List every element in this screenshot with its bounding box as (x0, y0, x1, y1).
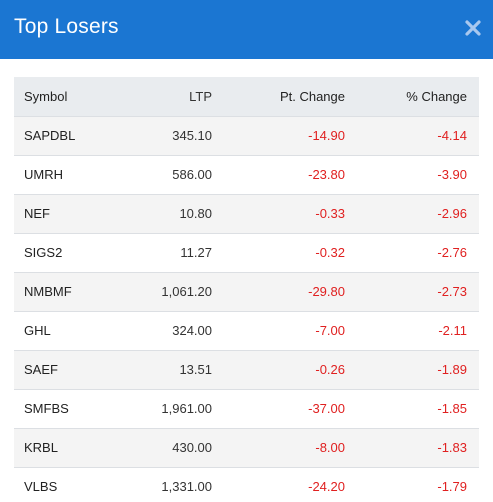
cell-symbol[interactable]: NMBMF (14, 272, 124, 311)
cell-pt-change: -0.26 (212, 350, 345, 389)
cell-pct-change: -2.11 (345, 311, 479, 350)
cell-pct-change: -1.89 (345, 350, 479, 389)
cell-pt-change: -23.80 (212, 155, 345, 194)
cell-symbol[interactable]: UMRH (14, 155, 124, 194)
cell-symbol[interactable]: GHL (14, 311, 124, 350)
table-header: Symbol LTP Pt. Change % Change (14, 77, 479, 116)
close-icon[interactable] (463, 18, 483, 38)
cell-ltp: 345.10 (124, 116, 212, 155)
losers-table: Symbol LTP Pt. Change % Change SAPDBL 34… (14, 77, 479, 502)
table-row[interactable]: NEF 10.80 -0.33 -2.96 (14, 194, 479, 233)
table-row[interactable]: KRBL 430.00 -8.00 -1.83 (14, 428, 479, 467)
cell-symbol[interactable]: KRBL (14, 428, 124, 467)
cell-ltp: 13.51 (124, 350, 212, 389)
cell-pct-change: -2.73 (345, 272, 479, 311)
cell-pt-change: -14.90 (212, 116, 345, 155)
cell-pct-change: -4.14 (345, 116, 479, 155)
table-row[interactable]: GHL 324.00 -7.00 -2.11 (14, 311, 479, 350)
cell-pct-change: -3.90 (345, 155, 479, 194)
cell-ltp: 1,331.00 (124, 467, 212, 502)
column-header-ltp[interactable]: LTP (124, 77, 212, 116)
cell-pt-change: -37.00 (212, 389, 345, 428)
column-header-pct-change[interactable]: % Change (345, 77, 479, 116)
losers-table-container: Symbol LTP Pt. Change % Change SAPDBL 34… (14, 77, 479, 502)
cell-symbol[interactable]: SAEF (14, 350, 124, 389)
cell-ltp: 586.00 (124, 155, 212, 194)
table-body: SAPDBL 345.10 -14.90 -4.14 UMRH 586.00 -… (14, 116, 479, 502)
table-row[interactable]: VLBS 1,331.00 -24.20 -1.79 (14, 467, 479, 502)
cell-symbol[interactable]: VLBS (14, 467, 124, 502)
cell-pt-change: -8.00 (212, 428, 345, 467)
cell-pct-change: -2.96 (345, 194, 479, 233)
table-row[interactable]: SAEF 13.51 -0.26 -1.89 (14, 350, 479, 389)
table-row[interactable]: SAPDBL 345.10 -14.90 -4.14 (14, 116, 479, 155)
column-header-symbol[interactable]: Symbol (14, 77, 124, 116)
column-header-pt-change[interactable]: Pt. Change (212, 77, 345, 116)
table-row[interactable]: SMFBS 1,961.00 -37.00 -1.85 (14, 389, 479, 428)
table-row[interactable]: NMBMF 1,061.20 -29.80 -2.73 (14, 272, 479, 311)
cell-symbol[interactable]: SAPDBL (14, 116, 124, 155)
cell-ltp: 1,961.00 (124, 389, 212, 428)
cell-ltp: 1,061.20 (124, 272, 212, 311)
modal-title: Top Losers (14, 15, 119, 38)
cell-ltp: 430.00 (124, 428, 212, 467)
cell-pt-change: -0.32 (212, 233, 345, 272)
cell-pct-change: -1.85 (345, 389, 479, 428)
cell-pct-change: -1.79 (345, 467, 479, 502)
cell-symbol[interactable]: SIGS2 (14, 233, 124, 272)
cell-ltp: 324.00 (124, 311, 212, 350)
cell-ltp: 10.80 (124, 194, 212, 233)
cell-pt-change: -24.20 (212, 467, 345, 502)
table-row[interactable]: SIGS2 11.27 -0.32 -2.76 (14, 233, 479, 272)
cell-symbol[interactable]: SMFBS (14, 389, 124, 428)
cell-pt-change: -29.80 (212, 272, 345, 311)
cell-pct-change: -2.76 (345, 233, 479, 272)
table-row[interactable]: UMRH 586.00 -23.80 -3.90 (14, 155, 479, 194)
cell-pt-change: -0.33 (212, 194, 345, 233)
cell-pct-change: -1.83 (345, 428, 479, 467)
cell-ltp: 11.27 (124, 233, 212, 272)
modal-header: Top Losers (0, 0, 493, 59)
cell-symbol[interactable]: NEF (14, 194, 124, 233)
table-header-row: Symbol LTP Pt. Change % Change (14, 77, 479, 116)
cell-pt-change: -7.00 (212, 311, 345, 350)
